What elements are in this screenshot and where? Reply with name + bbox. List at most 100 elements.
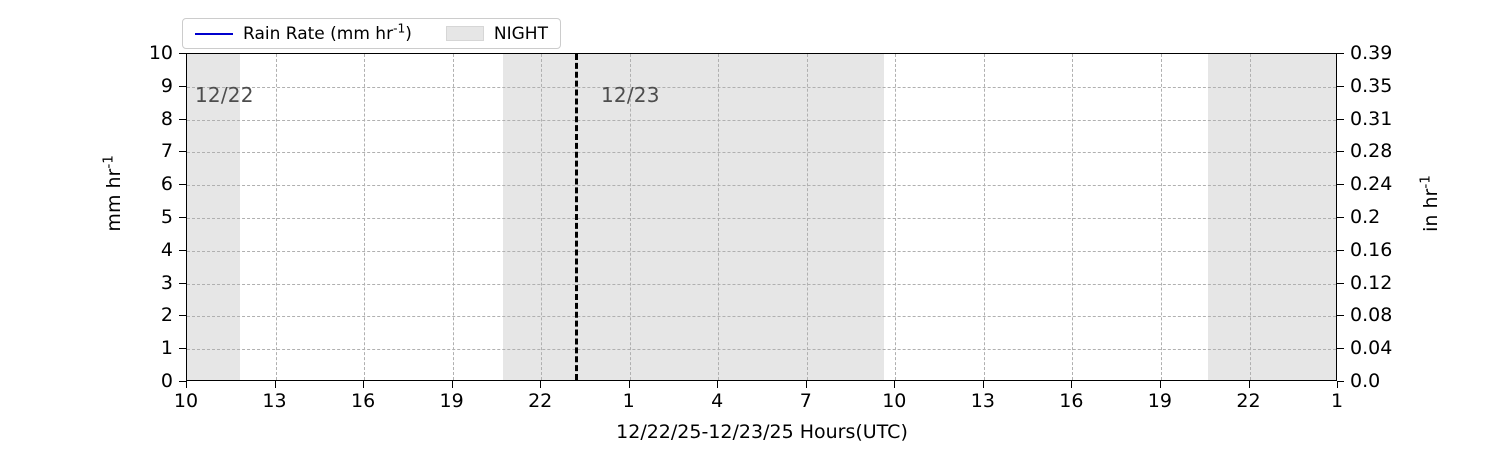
xtick-mark <box>894 381 896 388</box>
gridline-vertical <box>806 54 808 380</box>
gridline-vertical <box>895 54 897 380</box>
ytick-label-right: 0.08 <box>1350 304 1393 327</box>
gridline-horizontal <box>187 283 1336 285</box>
ytick-label-right: 0.28 <box>1350 140 1393 163</box>
ytick-label-right: 0.24 <box>1350 173 1393 196</box>
ytick-mark-left <box>179 348 186 350</box>
ytick-mark-left <box>179 53 186 54</box>
xtick-label: 13 <box>970 390 995 412</box>
ytick-mark-left <box>179 282 186 284</box>
gridline-vertical <box>629 54 631 380</box>
xtick-label: 1 <box>622 390 635 412</box>
xtick-label: 22 <box>1236 390 1261 412</box>
gridline-vertical <box>1072 54 1074 380</box>
gridline-horizontal <box>187 119 1336 121</box>
legend-patch-swatch-night <box>445 26 484 41</box>
xtick-label: 16 <box>1059 390 1084 412</box>
xtick-label: 1 <box>1330 390 1344 412</box>
ytick-label-left: 10 <box>148 42 173 64</box>
ytick-label-left: 9 <box>160 74 173 97</box>
gridline-horizontal <box>187 152 1336 154</box>
xtick-mark <box>1248 381 1250 388</box>
ytick-mark-left <box>179 118 186 120</box>
night-band <box>1208 54 1336 380</box>
gridline-horizontal <box>187 218 1336 219</box>
ytick-mark-left <box>179 381 186 382</box>
ytick-label-right: 0.2 <box>1350 206 1381 228</box>
ytick-label-left: 1 <box>160 337 173 360</box>
ytick-label-left: 3 <box>160 271 173 294</box>
plot-area[interactable]: 12/22 12/23 <box>186 53 1337 381</box>
legend-label-rain-rate: Rain Rate (mm hr-1) <box>243 20 412 44</box>
gridline-horizontal <box>187 185 1336 187</box>
night-band <box>503 54 884 380</box>
ytick-label-left: 7 <box>160 140 173 163</box>
ytick-mark-right <box>1337 282 1344 284</box>
gridline-vertical <box>1160 54 1162 380</box>
ytick-mark-left <box>179 315 186 317</box>
rain-rate-series-line <box>187 380 1297 381</box>
ytick-mark-right <box>1337 184 1344 186</box>
legend-entry-night[interactable]: NIGHT <box>445 23 548 44</box>
ytick-label-left: 4 <box>160 238 173 261</box>
xtick-mark <box>186 381 187 388</box>
chart-legend[interactable]: Rain Rate (mm hr-1) NIGHT <box>182 18 561 49</box>
ytick-mark-right <box>1337 85 1344 87</box>
ytick-label-right: 0.12 <box>1350 271 1393 294</box>
xtick-mark <box>540 381 542 388</box>
xtick-mark <box>274 381 276 388</box>
xtick-label: 19 <box>439 390 464 412</box>
ytick-label-left: 5 <box>160 206 173 228</box>
ytick-mark-right <box>1337 381 1344 382</box>
ytick-mark-right <box>1337 249 1344 251</box>
legend-entry-rain-rate[interactable]: Rain Rate (mm hr-1) <box>195 20 412 44</box>
xtick-mark <box>451 381 453 388</box>
gridline-horizontal <box>187 250 1336 252</box>
y-axis-label-right: in hr-1 <box>1417 175 1442 232</box>
gridline-vertical <box>541 54 543 380</box>
legend-line-swatch-rain-rate <box>195 32 233 35</box>
ytick-label-left: 8 <box>160 107 173 130</box>
gridline-vertical <box>718 54 720 380</box>
xtick-mark <box>982 381 984 388</box>
ytick-label-right: 0.16 <box>1350 238 1393 261</box>
y-axis-label-left: mm hr-1 <box>100 155 125 232</box>
ytick-mark-right <box>1337 315 1344 317</box>
ytick-label-right: 0.39 <box>1350 42 1393 64</box>
xtick-mark <box>805 381 807 388</box>
ytick-label-left: 6 <box>160 173 173 196</box>
xtick-mark <box>1337 381 1338 388</box>
xtick-label: 7 <box>799 390 812 412</box>
gridline-vertical <box>452 54 454 380</box>
gridline-vertical <box>983 54 985 380</box>
legend-label-night: NIGHT <box>493 23 548 44</box>
ytick-mark-right <box>1337 151 1344 153</box>
ytick-label-right: 0.31 <box>1350 107 1393 130</box>
xtick-mark <box>717 381 719 388</box>
night-band <box>187 54 240 380</box>
ytick-label-left: 0 <box>160 370 173 392</box>
ytick-mark-right <box>1337 217 1344 218</box>
xtick-label: 13 <box>262 390 287 412</box>
xtick-label: 22 <box>528 390 553 412</box>
ytick-mark-left <box>179 151 186 153</box>
x-axis-label: 12/22/25-12/23/25 Hours(UTC) <box>616 421 908 443</box>
ytick-mark-left <box>179 85 186 87</box>
xtick-mark <box>628 381 630 388</box>
ytick-mark-right <box>1337 53 1344 54</box>
ytick-label-right: 0.0 <box>1350 370 1381 392</box>
xtick-label: 16 <box>351 390 376 412</box>
ytick-label-left: 2 <box>160 304 173 327</box>
gridline-vertical <box>364 54 366 380</box>
xtick-mark <box>1071 381 1073 388</box>
xtick-mark <box>363 381 365 388</box>
ytick-mark-right <box>1337 118 1344 120</box>
xtick-label: 4 <box>711 390 724 412</box>
midnight-divider-line <box>575 54 578 380</box>
ytick-label-right: 0.35 <box>1350 74 1393 97</box>
xtick-label: 10 <box>173 390 199 412</box>
gridline-horizontal <box>187 86 1336 88</box>
day-annotation-1223: 12/23 <box>601 83 660 107</box>
ytick-mark-left <box>179 249 186 251</box>
